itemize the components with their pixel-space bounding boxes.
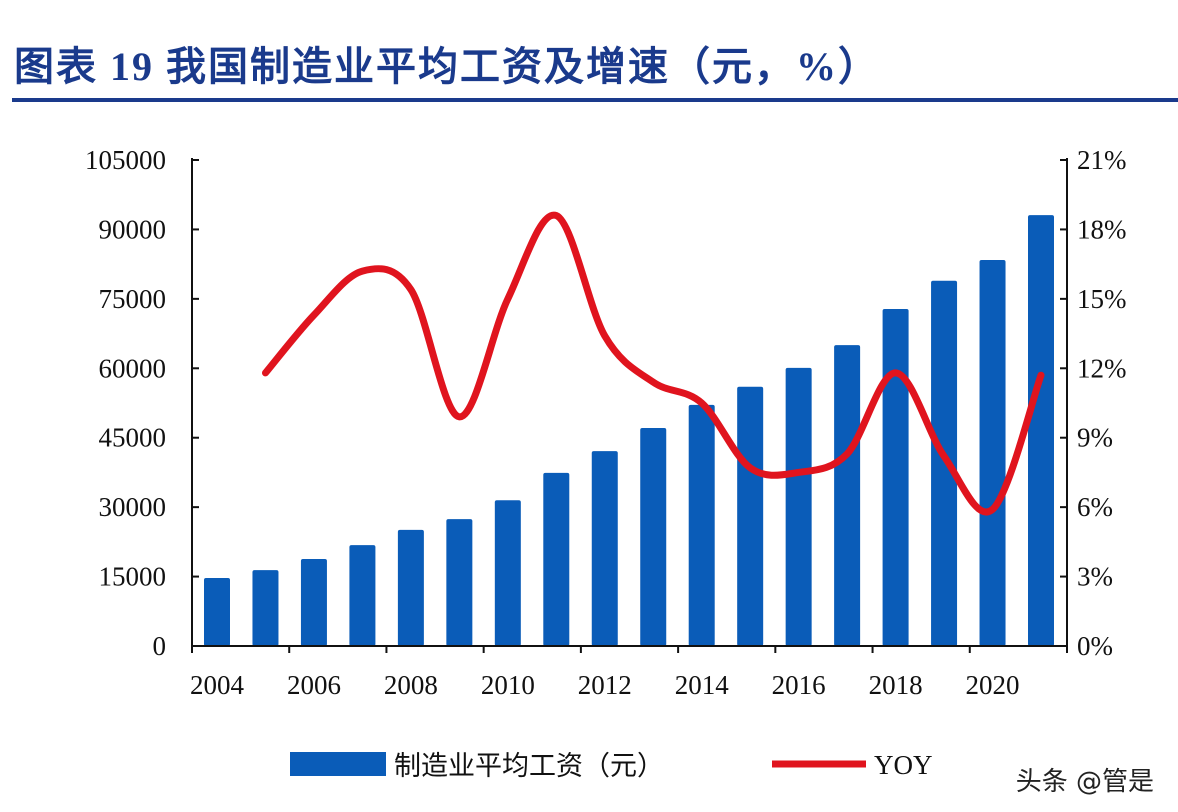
right-tick-label: 15% [1077, 284, 1127, 314]
chart-title: 图表 19 我国制造业平均工资及增速（元，%） [14, 44, 880, 89]
left-tick-label: 0 [153, 631, 167, 661]
x-tick-label: 2012 [578, 670, 632, 700]
bar-2021 [1028, 215, 1054, 646]
left-tick-label: 60000 [99, 353, 167, 383]
bar-2008 [397, 529, 424, 646]
watermark: 头条 @管是 [1015, 767, 1154, 797]
bar-2014 [688, 404, 715, 646]
bar-2017 [834, 345, 861, 646]
bar-2009 [446, 519, 473, 646]
x-tick-label: 2014 [675, 670, 730, 700]
x-tick-label: 2006 [287, 670, 341, 700]
bar-2010 [494, 500, 521, 646]
bar-2011 [543, 472, 570, 646]
right-tick-label: 21% [1077, 145, 1127, 175]
left-tick-label: 105000 [85, 145, 166, 175]
right-tick-label: 6% [1077, 492, 1113, 522]
x-tick-label: 2018 [869, 670, 923, 700]
bar-2004 [204, 577, 230, 646]
bar-2005 [252, 570, 279, 646]
yoy-line [261, 211, 1045, 516]
left-tick-label: 15000 [99, 562, 167, 592]
left-tick-label: 30000 [99, 492, 167, 522]
bar-2015 [737, 386, 764, 646]
title-divider [12, 98, 1178, 102]
x-tick-label: 2004 [190, 670, 245, 700]
x-tick-label: 2016 [772, 670, 826, 700]
bar-2012 [591, 451, 618, 646]
legend-bar-swatch [290, 752, 386, 776]
bar-2007 [349, 545, 376, 646]
legend-bar-label: 制造业平均工资（元） [394, 751, 664, 782]
x-tick-label: 2020 [966, 670, 1020, 700]
right-tick-label: 3% [1077, 562, 1113, 592]
left-tick-label: 45000 [99, 423, 167, 453]
bar-2019 [931, 280, 958, 646]
left-tick-label: 75000 [99, 284, 167, 314]
x-tick-label: 2010 [481, 670, 535, 700]
right-tick-label: 0% [1077, 631, 1113, 661]
right-tick-label: 9% [1077, 423, 1113, 453]
bar-2013 [640, 427, 667, 646]
bar-2020 [979, 259, 1006, 646]
right-tick-label: 12% [1077, 353, 1127, 383]
bar-2006 [300, 558, 327, 646]
bar-2018 [882, 309, 909, 646]
x-tick-label: 2008 [384, 670, 438, 700]
left-tick-label: 90000 [99, 214, 167, 244]
right-tick-label: 18% [1077, 214, 1127, 244]
legend-line-label: YOY [874, 750, 933, 780]
bar-2016 [785, 367, 812, 646]
